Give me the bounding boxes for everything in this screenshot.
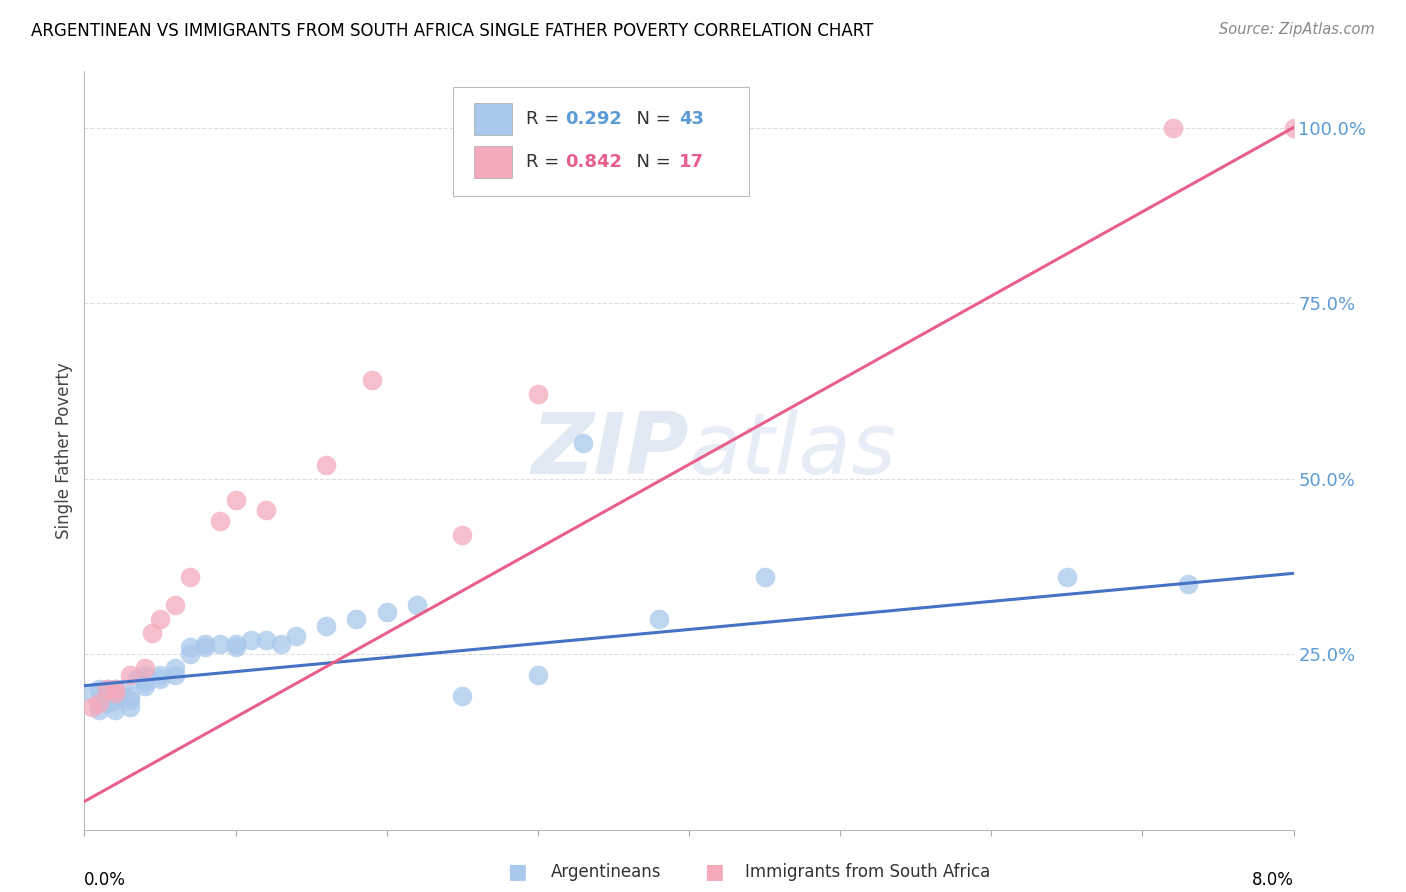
Y-axis label: Single Father Poverty: Single Father Poverty [55,362,73,539]
Point [179,647,201,661]
Point [451,527,474,541]
Point [141,626,163,640]
Point [1282,120,1305,135]
Point [104,686,127,700]
Point [104,689,127,703]
Point [96,682,118,697]
Point [80,699,103,714]
Point [1177,577,1199,591]
Point [134,661,156,675]
Point [209,514,232,528]
Text: 17: 17 [679,153,704,171]
Point [225,492,247,507]
Text: Immigrants from South Africa: Immigrants from South Africa [745,863,990,881]
Point [254,503,277,517]
Text: Source: ZipAtlas.com: Source: ZipAtlas.com [1219,22,1375,37]
Text: 0.0%: 0.0% [84,871,127,889]
Point [572,436,595,450]
Point [127,672,149,686]
Point [1056,570,1078,584]
Point [118,699,141,714]
Point [194,636,217,650]
Point [360,373,382,387]
Text: R =: R = [526,153,565,171]
Point [118,689,141,703]
Point [165,598,187,612]
Point [118,692,141,706]
Point [285,630,308,644]
Point [111,682,134,697]
Point [134,679,156,693]
Point [225,640,247,654]
Point [134,668,156,682]
Point [406,598,429,612]
Text: 0.292: 0.292 [565,110,623,128]
Point [194,640,217,654]
Bar [474,146,512,178]
Point [104,682,127,697]
Point [225,636,247,650]
Point [254,633,277,648]
Point [209,636,232,650]
Text: ■: ■ [508,863,527,882]
Point [451,689,474,703]
Point [104,703,127,717]
FancyBboxPatch shape [453,87,749,196]
Text: N =: N = [624,110,676,128]
Point [80,686,103,700]
Bar [474,103,512,135]
Point [89,682,111,697]
Point [346,612,368,626]
Point [165,661,187,675]
Point [375,605,398,619]
Point [270,636,292,650]
Point [648,612,671,626]
Point [104,682,127,697]
Point [96,696,118,710]
Point [315,619,337,633]
Text: N =: N = [624,153,676,171]
Text: R =: R = [526,110,565,128]
Text: 8.0%: 8.0% [1251,871,1294,889]
Point [754,570,776,584]
Point [96,682,118,697]
Text: ARGENTINEAN VS IMMIGRANTS FROM SOUTH AFRICA SINGLE FATHER POVERTY CORRELATION CH: ARGENTINEAN VS IMMIGRANTS FROM SOUTH AFR… [31,22,873,40]
Point [239,633,262,648]
Point [179,570,201,584]
Point [149,668,172,682]
Point [134,675,156,690]
Point [89,703,111,717]
Point [527,668,550,682]
Point [149,672,172,686]
Text: ■: ■ [704,863,724,882]
Point [179,640,201,654]
Text: ZIP: ZIP [531,409,689,492]
Text: 0.842: 0.842 [565,153,623,171]
Point [1161,120,1184,135]
Point [104,692,127,706]
Text: atlas: atlas [689,409,897,492]
Point [149,612,172,626]
Text: 43: 43 [679,110,704,128]
Point [89,696,111,710]
Point [165,668,187,682]
Point [315,458,337,472]
Point [118,668,141,682]
Point [527,387,550,401]
Text: Argentineans: Argentineans [551,863,662,881]
